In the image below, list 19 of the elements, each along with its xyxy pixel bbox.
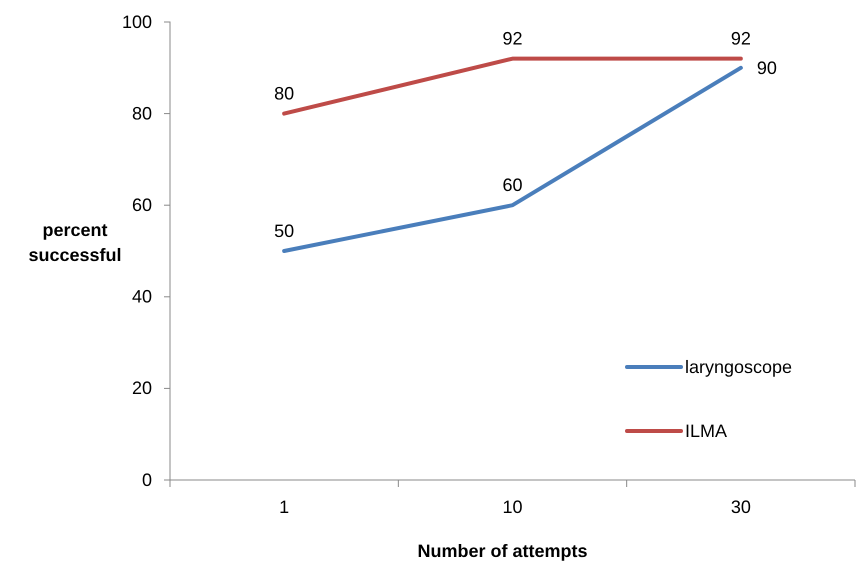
x-tick-label: 1 (279, 496, 290, 517)
x-axis-title: Number of attempts (417, 541, 588, 561)
y-tick-label: 20 (132, 378, 152, 398)
y-tick-label: 60 (132, 194, 152, 215)
y-tick-label: 40 (132, 286, 152, 307)
y-axis-title: percent successful (28, 220, 122, 265)
data-label: 50 (274, 221, 294, 241)
y-tick-label: 0 (142, 470, 152, 490)
data-label: 80 (274, 84, 294, 104)
legend-label: laryngoscope (685, 357, 792, 377)
data-label: 90 (756, 58, 777, 78)
legend-label: ILMA (685, 421, 728, 441)
y-tick-label: 100 (122, 12, 152, 32)
data-label: 92 (730, 28, 751, 49)
x-tick-label: 10 (502, 496, 523, 517)
data-label: 92 (502, 28, 523, 49)
x-tick-label: 30 (730, 496, 751, 517)
y-tick-label: 80 (132, 103, 152, 124)
data-label: 60 (502, 175, 523, 196)
